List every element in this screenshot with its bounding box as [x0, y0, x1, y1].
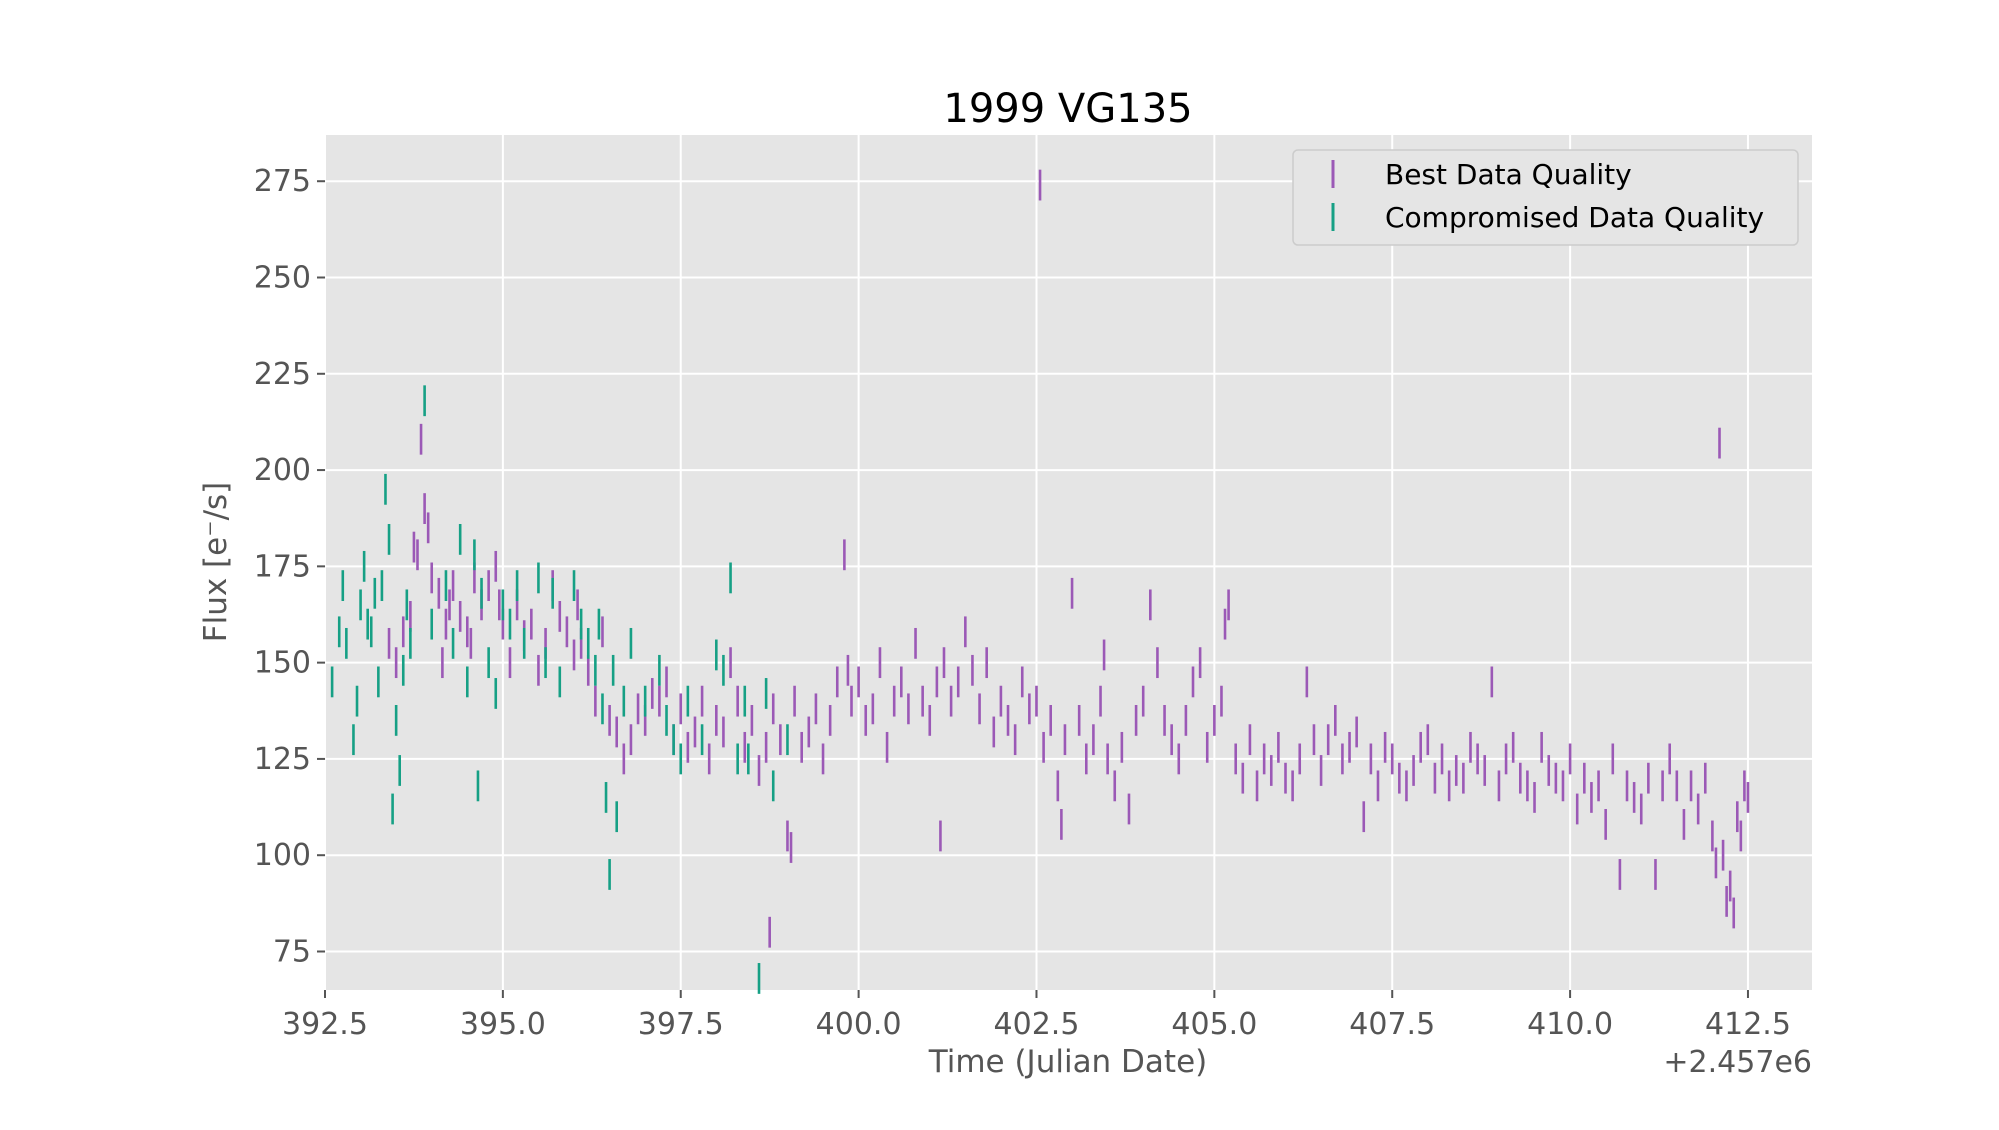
chart-title: 1999 VG135	[943, 86, 1192, 132]
legend-label-compromised: Compromised Data Quality	[1385, 201, 1764, 234]
plot-area	[325, 135, 1812, 990]
y-tick-label: 275	[254, 164, 311, 199]
y-tick-label: 200	[254, 453, 311, 488]
x-offset-label: +2.457e6	[1663, 1045, 1812, 1080]
y-tick-label: 175	[254, 549, 311, 584]
y-axis-label: Flux [e⁻/s]	[198, 482, 234, 643]
legend: Best Data Quality Compromised Data Quali…	[1292, 149, 1799, 246]
series-best	[387, 169, 1750, 948]
x-tick-label: 397.5	[638, 1007, 724, 1042]
x-tick-label: 395.0	[460, 1007, 546, 1042]
y-tick-label: 125	[254, 742, 311, 777]
series-layer	[330, 169, 1750, 994]
x-tick-label: 392.5	[282, 1007, 368, 1042]
y-tick-label: 225	[254, 357, 311, 392]
y-tick-label: 75	[273, 934, 311, 969]
ticks: 392.5 395.0 397.5 400.0 402.5 405.0 407.5 410.0…	[254, 164, 1791, 1042]
y-tick-label: 100	[254, 838, 311, 873]
x-tick-label: 405.0	[1171, 1007, 1257, 1042]
x-axis-label: Time (Julian Date)	[928, 1044, 1208, 1080]
y-tick-label: 250	[254, 261, 311, 296]
y-tick-label: 150	[254, 646, 311, 681]
x-tick-label: 402.5	[994, 1007, 1080, 1042]
x-tick-label: 410.0	[1527, 1007, 1613, 1042]
legend-label-best: Best Data Quality	[1385, 158, 1632, 191]
x-tick-label: 407.5	[1349, 1007, 1435, 1042]
series-compromised	[330, 385, 789, 994]
x-tick-label: 412.5	[1705, 1007, 1791, 1042]
x-tick-label: 400.0	[816, 1007, 902, 1042]
legend-box	[1292, 149, 1799, 246]
grid	[324, 135, 1812, 990]
